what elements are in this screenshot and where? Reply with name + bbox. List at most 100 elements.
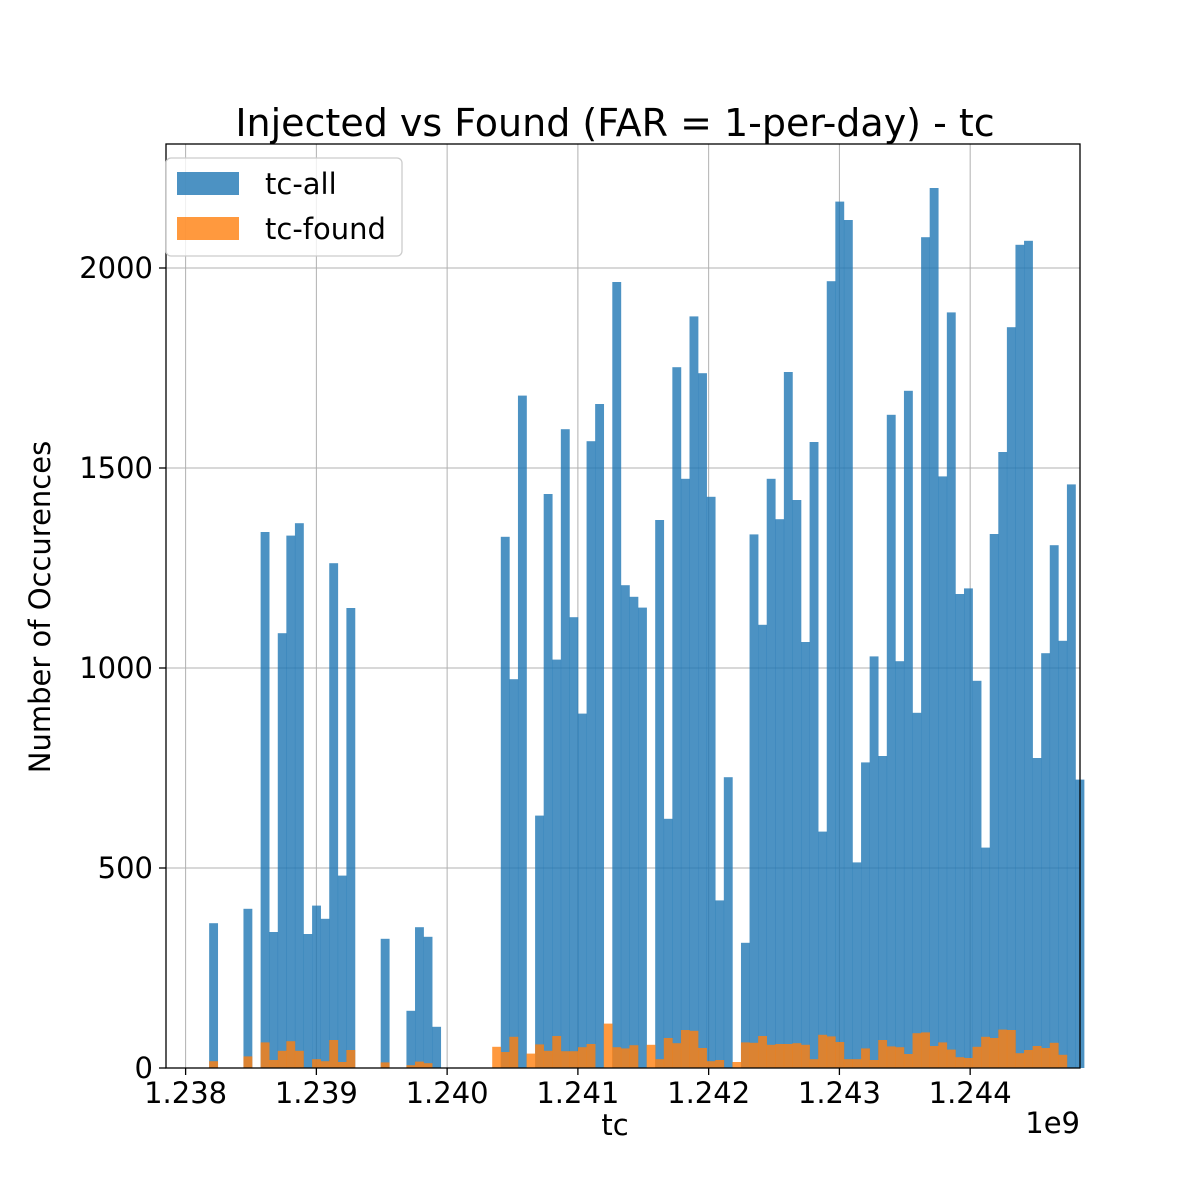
bar-tc-found <box>740 1042 750 1068</box>
bar-tc-found <box>1015 1053 1025 1068</box>
bar-tc-all <box>955 594 965 1068</box>
bar-tc-found <box>509 1036 519 1068</box>
bar-tc-all <box>843 220 853 1068</box>
bar-tc-all <box>998 452 1008 1068</box>
bar-tc-found <box>329 1040 339 1068</box>
bar-tc-all <box>715 900 725 1068</box>
bar-tc-all <box>963 588 973 1068</box>
bar-tc-found <box>818 1034 828 1068</box>
bar-tc-found <box>998 1029 1008 1068</box>
bar-tc-all <box>269 932 279 1068</box>
x-tick-label: 1.241 <box>536 1076 619 1110</box>
bar-tc-found <box>758 1036 768 1068</box>
bar-tc-found <box>586 1044 596 1068</box>
bar-tc-found <box>852 1059 862 1068</box>
bar-tc-found <box>277 1050 287 1068</box>
y-tick-label: 500 <box>98 851 153 885</box>
bar-tc-all <box>912 712 922 1068</box>
bar-tc-found <box>663 1038 673 1068</box>
bar-tc-found <box>981 1036 991 1068</box>
bar-tc-found <box>535 1044 544 1068</box>
bar-tc-found <box>1049 1042 1059 1068</box>
bar-tc-found <box>878 1040 888 1068</box>
bar-tc-all <box>723 777 733 1068</box>
bar-tc-all <box>620 585 630 1068</box>
bar-tc-all <box>895 661 905 1068</box>
bar-tc-found <box>1024 1050 1033 1068</box>
bar-tc-all <box>517 395 527 1069</box>
bar-tc-found <box>972 1046 982 1068</box>
bar-tc-all <box>337 875 347 1068</box>
bar-tc-all <box>938 476 948 1068</box>
bar-tc-found <box>698 1048 707 1068</box>
bar-tc-all <box>852 862 862 1068</box>
bar-tc-found <box>732 1062 742 1068</box>
bar-tc-found <box>569 1051 579 1068</box>
bar-tc-all <box>509 679 519 1068</box>
ticks-layer: 1.238 1.239 1.240 1.241 1.242 1.243 1.244 0 500 1… <box>79 251 1011 1110</box>
x-tick-label: 1.239 <box>275 1076 358 1110</box>
bar-tc-found <box>612 1047 622 1068</box>
chart-title: Injected vs Found (FAR = 1-per-day) - tc <box>235 101 994 145</box>
bar-tc-all <box>655 520 665 1068</box>
bar-tc-found <box>286 1041 296 1068</box>
bar-tc-all <box>277 633 287 1068</box>
bar-tc-all <box>423 936 433 1068</box>
legend-label-tc-found: tc-found <box>265 212 386 246</box>
bar-tc-found <box>869 1060 879 1068</box>
bar-tc-all <box>749 534 759 1068</box>
bar-tc-all <box>415 927 424 1068</box>
bar-tc-all <box>543 494 553 1068</box>
bar-tc-all <box>1024 240 1033 1069</box>
bar-tc-all <box>586 441 596 1068</box>
bar-tc-all <box>243 908 253 1068</box>
bar-tc-found <box>886 1046 896 1068</box>
bar-tc-found <box>775 1044 785 1068</box>
bar-tc-found <box>946 1049 956 1068</box>
bar-tc-found <box>492 1046 502 1068</box>
bar-tc-all <box>286 535 296 1068</box>
bar-tc-all <box>303 934 313 1068</box>
bar-tc-all <box>1066 484 1076 1068</box>
bar-tc-found <box>1006 1030 1016 1068</box>
bar-tc-found <box>603 1023 613 1068</box>
bar-tc-found <box>912 1033 922 1068</box>
y-tick-label: 0 <box>135 1051 153 1085</box>
bar-tc-found <box>560 1051 570 1068</box>
bar-tc-all <box>886 414 896 1068</box>
bar-tc-all <box>260 532 270 1068</box>
bar-tc-found <box>1058 1054 1068 1068</box>
legend-swatch-tc-all <box>177 172 239 195</box>
bar-tc-all <box>698 373 707 1068</box>
bar-tc-all <box>346 608 356 1068</box>
bar-tc-all <box>552 659 562 1068</box>
legend-swatch-tc-found <box>177 217 239 240</box>
bar-tc-found <box>629 1045 639 1068</box>
bar-tc-all <box>689 316 699 1068</box>
bar-tc-found <box>543 1050 553 1068</box>
bar-tc-all <box>826 281 836 1068</box>
bar-tc-found <box>500 1052 510 1068</box>
bar-tc-all <box>595 404 605 1068</box>
x-tick-label: 1.242 <box>667 1076 750 1110</box>
bar-tc-found <box>989 1038 999 1068</box>
bar-tc-all <box>1058 640 1068 1068</box>
bar-tc-all <box>758 624 768 1068</box>
bar-tc-found <box>406 1065 416 1068</box>
bar-tc-all <box>878 756 888 1068</box>
bar-tc-all <box>809 442 819 1068</box>
x-axis-label: tc <box>601 1108 628 1142</box>
bar-tc-all <box>946 312 956 1068</box>
bar-tc-all <box>903 390 913 1068</box>
bar-tc-found <box>963 1058 973 1068</box>
x-tick-label: 1.240 <box>406 1076 489 1110</box>
bar-tc-all <box>1015 244 1025 1069</box>
bar-tc-all <box>792 500 802 1068</box>
bar-tc-found <box>1032 1046 1042 1068</box>
legend: tc-all tc-found <box>165 157 403 257</box>
bar-tc-found <box>243 1056 253 1068</box>
bar-tc-all <box>783 372 793 1068</box>
bar-tc-found <box>938 1042 948 1068</box>
